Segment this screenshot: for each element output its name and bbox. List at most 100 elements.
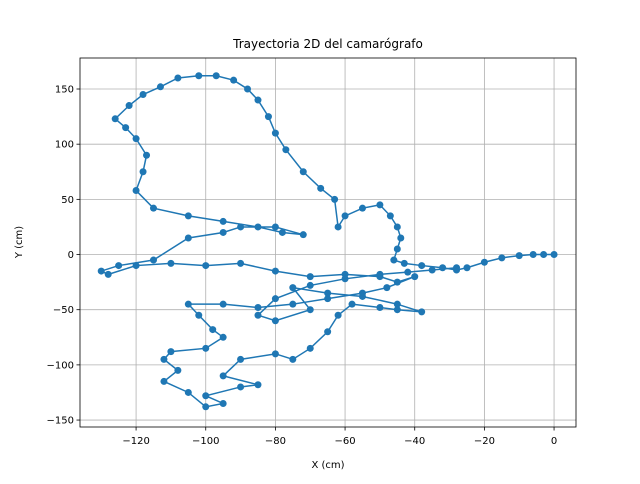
point	[125, 102, 133, 110]
point	[104, 270, 112, 278]
point	[376, 270, 384, 278]
x-tick-label: −40	[404, 436, 425, 447]
point	[132, 187, 140, 195]
point	[167, 348, 175, 356]
point	[418, 262, 426, 270]
point	[306, 344, 314, 352]
point	[174, 366, 182, 374]
point	[219, 333, 227, 341]
point	[418, 308, 426, 316]
point	[271, 350, 279, 358]
point	[324, 295, 332, 303]
point	[111, 115, 119, 123]
point	[299, 168, 307, 176]
x-tick-label: −20	[474, 436, 495, 447]
point	[254, 381, 262, 389]
x-tick-label: 0	[551, 436, 557, 447]
point	[115, 262, 123, 270]
point	[254, 96, 262, 104]
point	[271, 317, 279, 325]
point	[498, 254, 506, 262]
point	[428, 266, 436, 274]
point	[202, 344, 210, 352]
x-tick-label: −100	[192, 436, 219, 447]
point	[278, 228, 286, 236]
point	[139, 91, 147, 99]
point	[149, 256, 157, 264]
point	[383, 284, 391, 292]
point	[244, 85, 252, 93]
point	[289, 300, 297, 308]
point	[184, 300, 192, 308]
point	[282, 146, 290, 154]
point	[376, 201, 384, 209]
point	[212, 72, 220, 80]
point	[219, 300, 227, 308]
point	[143, 151, 151, 159]
point	[230, 76, 238, 84]
point	[202, 392, 210, 400]
y-tick-label: 0	[68, 250, 74, 261]
point	[393, 245, 401, 253]
point	[271, 295, 279, 303]
point	[439, 264, 447, 272]
point	[219, 228, 227, 236]
point	[331, 195, 339, 203]
point	[529, 251, 537, 259]
point	[209, 326, 217, 334]
point	[195, 311, 203, 319]
point	[184, 234, 192, 242]
point	[393, 223, 401, 231]
point	[219, 399, 227, 407]
point	[237, 383, 245, 391]
point	[149, 204, 157, 212]
point	[397, 234, 405, 242]
y-tick-label: 100	[55, 140, 74, 151]
x-axis-label: X (cm)	[311, 460, 344, 471]
y-tick-label: 150	[55, 85, 74, 96]
point	[324, 328, 332, 336]
point	[254, 303, 262, 311]
point	[393, 306, 401, 314]
point	[195, 72, 203, 80]
point	[390, 256, 398, 264]
point	[289, 355, 297, 363]
point	[334, 223, 342, 231]
point	[341, 212, 349, 220]
point	[160, 355, 168, 363]
point	[237, 355, 245, 363]
point	[184, 388, 192, 396]
point	[400, 259, 408, 267]
point	[264, 113, 272, 121]
point	[386, 212, 394, 220]
point	[341, 275, 349, 283]
point	[139, 168, 147, 176]
point	[358, 292, 366, 300]
point	[334, 311, 342, 319]
point	[254, 223, 262, 231]
point	[132, 135, 140, 143]
x-tick-label: −80	[265, 436, 286, 447]
point	[271, 223, 279, 231]
point	[358, 204, 366, 212]
point	[324, 289, 332, 297]
point	[202, 262, 210, 270]
y-axis-label: Y (cm)	[14, 226, 25, 259]
point	[219, 372, 227, 380]
point	[202, 403, 210, 411]
x-tick-label: −120	[122, 436, 149, 447]
point	[237, 223, 245, 231]
point	[453, 264, 461, 272]
chart-title: Trayectoria 2D del camarógrafo	[232, 37, 423, 51]
point	[480, 258, 488, 266]
point	[122, 124, 130, 132]
point	[271, 267, 279, 275]
point	[463, 264, 471, 272]
point	[306, 281, 314, 289]
point	[254, 311, 262, 319]
x-tick-label: −60	[335, 436, 356, 447]
point	[376, 303, 384, 311]
point	[132, 262, 140, 270]
